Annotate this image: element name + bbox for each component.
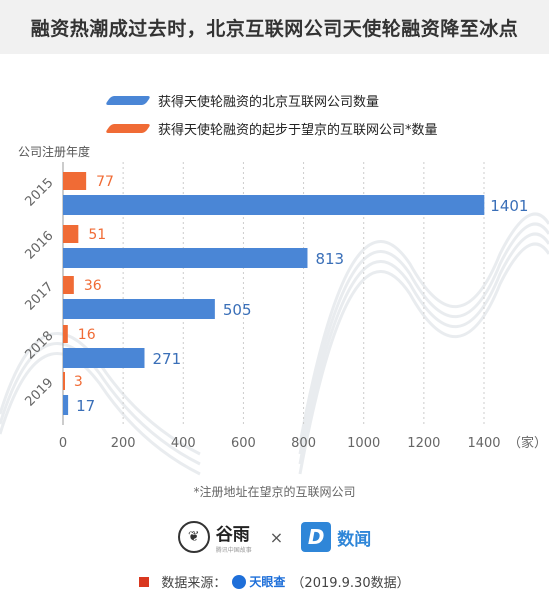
bar-blue-2018 [63,348,145,368]
bar-orange-2019 [63,372,65,390]
chart-title: 融资热潮成过去时，北京互联网公司天使轮融资降至冰点 [30,17,519,40]
x-unit-label: （家） [508,435,547,451]
tianyancha-logo: 天眼查 [232,573,285,590]
source-label: 数据来源： [161,576,227,591]
bar-blue-2017 [63,299,215,319]
bar-label-blue-2019: 17 [76,397,95,415]
y-axis-title: 公司注册年度 [18,145,91,159]
bar-blue-2016 [63,248,308,268]
guyu-brand: 谷雨 腾讯中国故事 [216,520,252,554]
x-tick-label-0: 0 [59,436,67,451]
legend: 获得天使轮融资的北京互联网公司数量 获得天使轮融资的起步于望京的互联网公司*数量 [104,88,438,144]
legend-label-blue: 获得天使轮融资的北京互联网公司数量 [158,94,380,110]
bar-orange-2015 [63,172,87,190]
x-tick-label-2: 400 [171,436,196,451]
bar-blue-2015 [63,195,485,215]
x-tick-label-3: 600 [231,436,256,451]
x-tick-label-4: 800 [291,436,316,451]
bar-label-orange-2018: 16 [78,327,96,343]
tianyancha-icon [232,574,247,589]
shuwen-logo-icon: D [301,522,332,552]
legend-label-orange: 获得天使轮融资的起步于望京的互联网公司*数量 [158,122,438,138]
bar-label-orange-2017: 36 [84,278,102,294]
guyu-name: 谷雨 [215,525,250,545]
guyu-logo-icon: ❦ [177,521,210,553]
bar-label-orange-2015: 77 [96,174,114,190]
bar-label-blue-2015: 1401 [490,197,528,215]
bar-orange-2017 [63,276,74,294]
shuwen-name: 数闻 [337,529,372,550]
source-date: （2019.9.30数据） [291,576,410,591]
title-bar: 融资热潮成过去时，北京互联网公司天使轮融资降至冰点 [0,0,549,54]
bar-orange-2018 [63,325,68,343]
bar-label-orange-2016: 51 [88,227,106,243]
tianyancha-name: 天眼查 [249,575,286,589]
source-marker-icon [139,576,150,587]
y-category-label-2016: 2016 [23,229,57,263]
brand-row: ❦ 谷雨 腾讯中国故事 × D 数闻 [0,520,549,554]
times-sign: × [269,527,284,547]
bar-blue-2019 [63,395,69,415]
footnote: *注册地址在望京的互联网公司 [193,485,356,499]
y-category-label-2015: 2015 [23,176,57,210]
x-tick-label-6: 1200 [407,436,440,451]
bar-chart: 0 200 400 600 800 1000 1200 1400 （家） 77 1401 2015 51… [23,162,547,451]
legend-item-blue: 获得天使轮融资的北京互联网公司数量 [104,88,438,112]
y-category-label-2017: 2017 [23,280,57,314]
bar-label-blue-2017: 505 [223,301,252,319]
bar-orange-2016 [63,225,79,243]
guyu-sub: 腾讯中国故事 [215,547,252,554]
background-skyline-art [0,212,549,476]
source-row: 数据来源： 天眼查 （2019.9.30数据） [0,572,549,591]
bar-label-blue-2018: 271 [152,350,181,368]
bar-label-orange-2019: 3 [74,374,83,390]
y-category-label-2018: 2018 [23,329,57,363]
bar-label-blue-2016: 813 [315,250,344,268]
x-tick-label-5: 1000 [347,436,380,451]
x-tick-label-7: 1400 [467,436,500,451]
x-tick-label-1: 200 [111,436,136,451]
legend-item-orange: 获得天使轮融资的起步于望京的互联网公司*数量 [104,116,438,140]
y-category-label-2019: 2019 [23,376,57,410]
